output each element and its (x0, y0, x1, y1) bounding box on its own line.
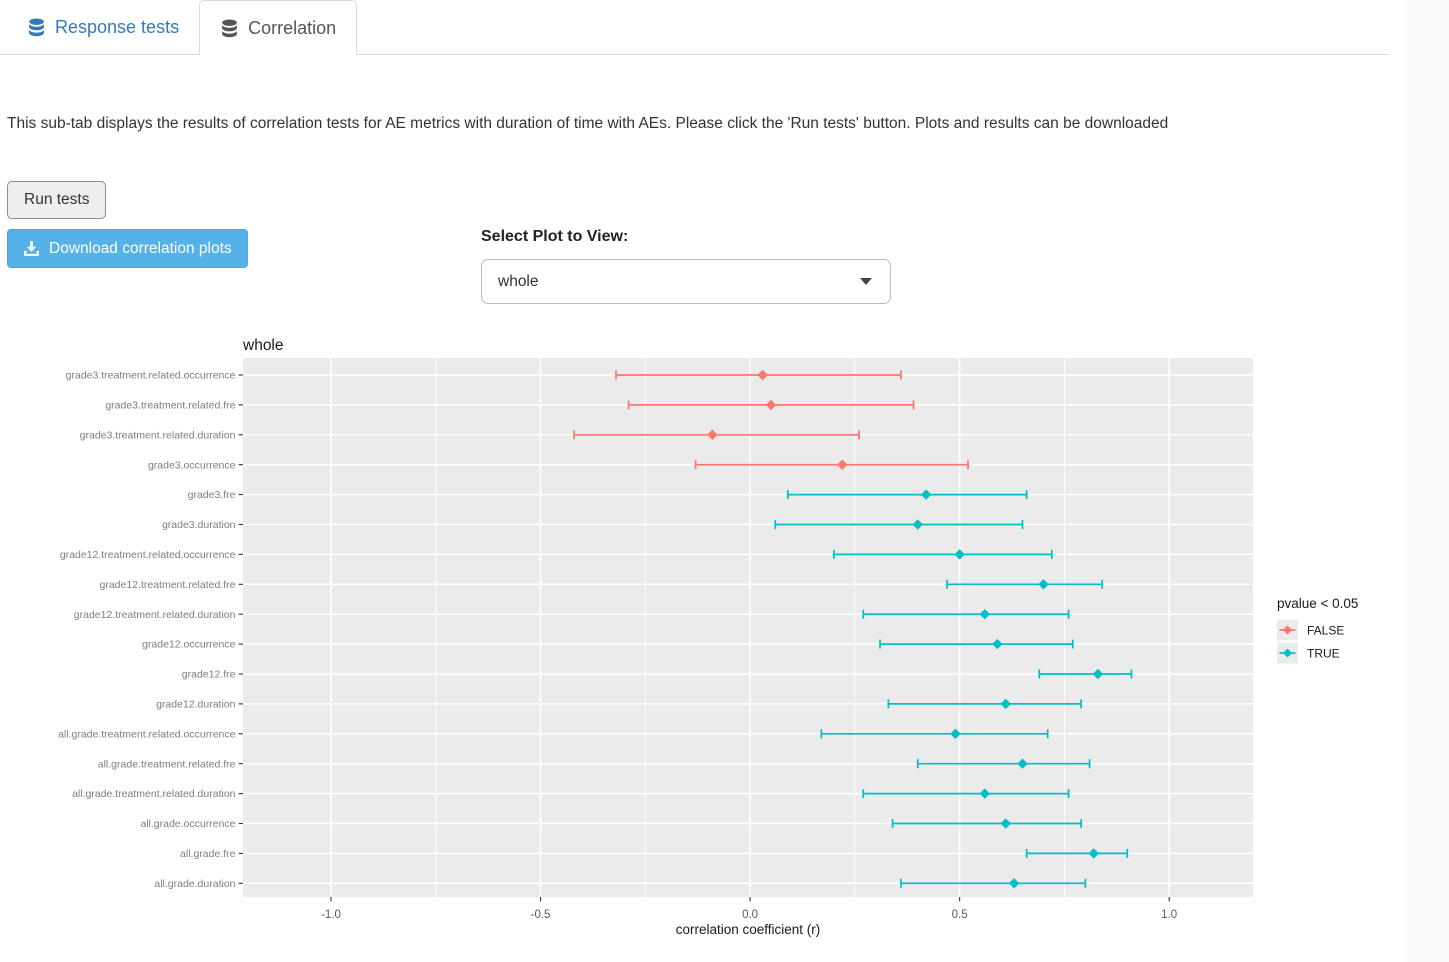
correlation-plot-svg: whole grade3.treatment.related.occurrence… (58, 337, 1358, 937)
error-bar-row (573, 429, 860, 440)
svg-text:grade3.fre: grade3.fre (188, 489, 236, 501)
plot-panel (243, 358, 1253, 897)
legend: pvalue < 0.05 FALSE TRUE (1277, 596, 1358, 664)
estimate-point (979, 609, 990, 620)
select-plot-label: Select Plot to View: (481, 228, 629, 245)
legend-label: FALSE (1307, 623, 1344, 637)
database-icon (27, 17, 46, 37)
estimate-point (979, 788, 990, 799)
svg-text:grade12.fre: grade12.fre (182, 669, 236, 681)
svg-text:all.grade.treatment.related.fr: all.grade.treatment.related.fre (98, 758, 236, 770)
error-bar-row (900, 878, 1087, 889)
error-bar-row (862, 788, 1070, 799)
svg-text:grade12.duration: grade12.duration (156, 699, 236, 711)
svg-text:grade12.treatment.related.fre: grade12.treatment.related.fre (100, 579, 236, 591)
svg-text:grade12.treatment.related.dura: grade12.treatment.related.duration (74, 609, 236, 621)
svg-text:grade3.treatment.related.durat: grade3.treatment.related.duration (80, 429, 236, 441)
caret-down-icon (860, 278, 872, 285)
error-bar-row (891, 818, 1083, 829)
tab-bar: Response tests Correlation (0, 0, 1390, 55)
svg-text:0.0: 0.0 (742, 909, 758, 921)
svg-text:all.grade.treatment.related.oc: all.grade.treatment.related.occurrence (58, 728, 236, 740)
error-bar-row (786, 489, 1028, 500)
x-axis-title: correlation coefficient (r) (676, 922, 821, 937)
correlation-forest-plot: whole grade3.treatment.related.occurrence… (0, 325, 1405, 950)
download-icon (23, 240, 40, 257)
run-tests-button[interactable]: Run tests (7, 181, 107, 219)
svg-text:0.5: 0.5 (952, 909, 968, 921)
estimate-point (837, 459, 848, 470)
tab-correlation[interactable]: Correlation (199, 0, 358, 55)
svg-text:grade3.occurrence: grade3.occurrence (148, 459, 236, 471)
selected-plot-value: whole (498, 272, 539, 290)
x-axis: -1.0 -0.5 0.0 0.5 1.0 correlation coefficient… (321, 897, 1177, 937)
database-icon (220, 18, 239, 38)
y-axis-labels: grade3.treatment.related.occurrence grade… (58, 370, 243, 890)
estimate-point (1008, 878, 1020, 889)
error-bar-row (862, 609, 1070, 620)
estimate-point (707, 429, 718, 440)
download-correlation-plots-button[interactable]: Download correlation plots (7, 229, 248, 268)
legend-title: pvalue < 0.05 (1277, 596, 1358, 611)
error-bar-row (615, 369, 902, 381)
svg-text:grade3.treatment.related.fre: grade3.treatment.related.fre (105, 400, 235, 412)
svg-text:-1.0: -1.0 (321, 909, 341, 921)
svg-text:1.0: 1.0 (1161, 909, 1177, 921)
estimate-point (1088, 848, 1099, 859)
app-content: Response tests Correlation This sub-tab … (0, 0, 1405, 950)
legend-label: TRUE (1307, 646, 1340, 660)
error-bar-row (1038, 668, 1133, 680)
tab-response-tests[interactable]: Response tests (7, 0, 199, 54)
svg-text:all.grade.fre: all.grade.fre (180, 848, 236, 860)
svg-text:all.grade.occurrence: all.grade.occurrence (140, 818, 235, 830)
download-button-label: Download correlation plots (49, 239, 232, 257)
vertical-gridlines (330, 358, 1170, 897)
error-bar-row (774, 519, 1024, 530)
estimate-point (765, 399, 777, 411)
error-bar-row (627, 399, 915, 411)
error-bar-row (879, 638, 1074, 650)
estimate-point (757, 369, 768, 381)
error-bar-row (887, 698, 1083, 710)
svg-text:grade12.treatment.related.occu: grade12.treatment.related.occurrence (60, 549, 236, 561)
subtab-description: This sub-tab displays the results of cor… (7, 115, 1169, 132)
plot-title: whole (242, 337, 284, 354)
estimate-point (992, 638, 1003, 650)
svg-text:grade12.occurrence: grade12.occurrence (142, 639, 236, 651)
svg-text:-0.5: -0.5 (531, 909, 551, 921)
error-bars (573, 369, 1133, 889)
tab-label: Response tests (55, 16, 180, 37)
estimate-point (920, 489, 932, 500)
error-bar-row (1025, 848, 1129, 859)
estimate-point (1000, 818, 1011, 829)
svg-text:all.grade.treatment.related.du: all.grade.treatment.related.duration (72, 788, 236, 800)
error-bar-row (694, 459, 969, 470)
estimate-point (1000, 698, 1011, 710)
tab-label: Correlation (248, 17, 337, 38)
estimate-point (912, 519, 923, 530)
estimate-point (1092, 668, 1104, 680)
svg-text:grade3.treatment.related.occur: grade3.treatment.related.occurrence (66, 370, 236, 382)
svg-text:grade3.duration: grade3.duration (162, 519, 236, 531)
svg-text:all.grade.duration: all.grade.duration (154, 878, 235, 890)
plot-select-dropdown[interactable]: whole (481, 259, 891, 304)
